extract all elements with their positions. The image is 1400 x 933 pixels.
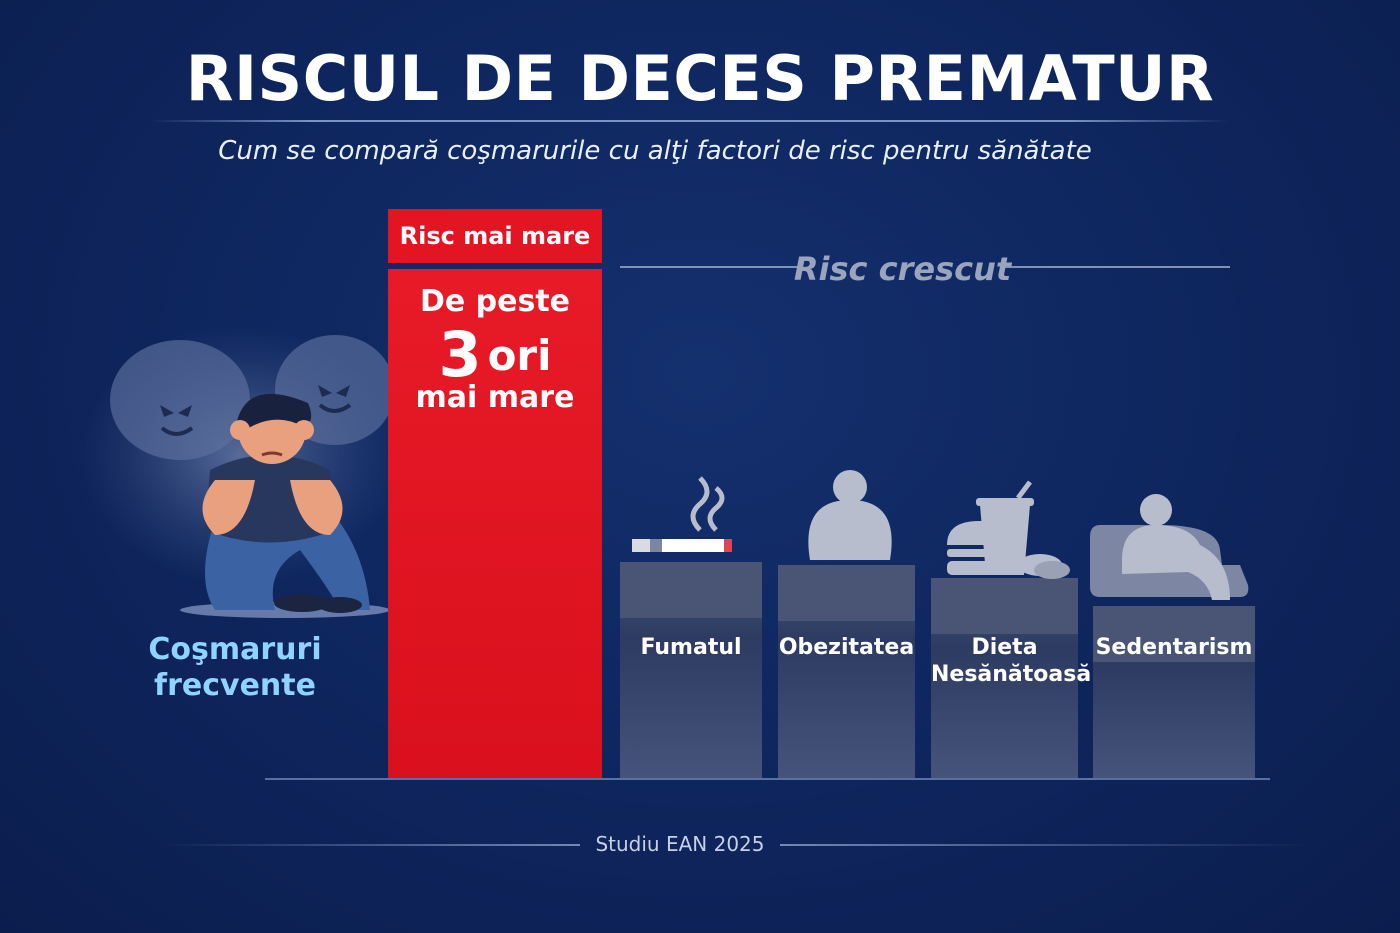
bar-cap xyxy=(931,578,1078,634)
nightmare-figure-icon xyxy=(80,325,400,618)
highlight-number: 3 xyxy=(438,318,482,391)
category-label: Dieta Nesănătoasă xyxy=(931,634,1092,688)
bar-cap xyxy=(620,562,762,618)
source-note: Studiu EAN 2025 xyxy=(595,832,765,856)
cigarette-icon xyxy=(632,476,732,552)
reference-label: Risc crescut xyxy=(793,250,1012,288)
obese-person-icon xyxy=(808,470,892,560)
footer-divider-left xyxy=(160,844,580,846)
highlight-unit: ori xyxy=(487,331,552,380)
highlight-multiplier: 3 ori xyxy=(388,318,602,391)
category-label: Sedentarism xyxy=(1093,634,1255,661)
category-label-line: Dieta xyxy=(971,635,1038,660)
footer-divider-right xyxy=(780,844,1310,846)
page-subtitle: Cum se compară coşmarurile cu alţi facto… xyxy=(218,136,1092,166)
bar-nightmares xyxy=(388,269,602,778)
category-label-line: Obezitatea xyxy=(778,635,915,660)
highlight-line-3: mai mare xyxy=(415,380,575,415)
bars-group xyxy=(388,269,1255,778)
bar-cap xyxy=(1093,606,1255,662)
category-label-line: frecvente xyxy=(154,668,316,703)
category-label-line: Fumatul xyxy=(640,635,742,660)
category-label: Fumatul xyxy=(620,634,762,661)
highlight-line-1: De peste xyxy=(419,284,571,319)
person-on-couch-icon xyxy=(1090,494,1249,600)
category-label-line: Sedentarism xyxy=(1095,635,1253,660)
highlight-badge: Risc mai mare xyxy=(388,209,602,263)
page-title: RISCUL DE DECES PREMATUR xyxy=(185,42,1215,115)
category-label-nightmares: Coşmaruri frecvente xyxy=(110,632,360,704)
bar-cap xyxy=(778,565,915,621)
category-label: Obezitatea xyxy=(778,634,915,661)
junk-food-icon xyxy=(947,480,1070,579)
category-label-line: Nesănătoasă xyxy=(931,662,1092,687)
category-label-line: Coşmaruri xyxy=(148,632,322,667)
title-divider xyxy=(150,120,1230,122)
